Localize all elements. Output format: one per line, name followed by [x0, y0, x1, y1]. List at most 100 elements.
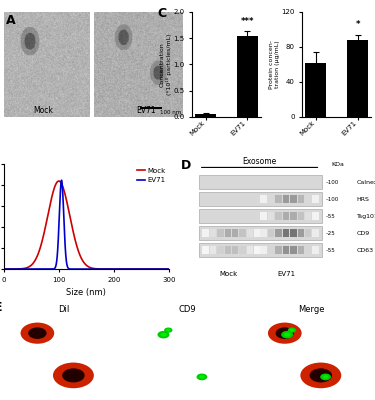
Bar [239, 246, 246, 254]
Bar [225, 246, 231, 254]
Circle shape [288, 328, 296, 333]
Circle shape [31, 329, 44, 337]
Bar [247, 246, 253, 254]
Circle shape [300, 362, 341, 388]
Circle shape [312, 370, 330, 381]
EV71 [130, 267, 135, 272]
Text: DiI: DiI [58, 305, 69, 314]
Bar [283, 195, 289, 203]
Bar [312, 212, 319, 220]
Bar [275, 229, 282, 237]
Circle shape [314, 371, 328, 380]
Circle shape [196, 374, 207, 380]
Circle shape [21, 322, 54, 344]
Bar [254, 246, 261, 254]
Bar [225, 229, 231, 237]
Bar [239, 229, 246, 237]
Bar [199, 243, 322, 257]
Circle shape [280, 330, 290, 336]
Bar [290, 195, 297, 203]
Bar [297, 212, 304, 220]
EV71 [74, 267, 79, 272]
Text: –55: –55 [326, 248, 336, 252]
Bar [268, 212, 274, 220]
Line: EV71: EV71 [4, 180, 169, 269]
Circle shape [323, 375, 328, 379]
Bar [261, 229, 267, 237]
Bar [268, 246, 274, 254]
Bar [268, 229, 274, 237]
Bar [283, 212, 289, 220]
Circle shape [279, 329, 291, 337]
EV71 [18, 267, 23, 272]
Bar [297, 246, 304, 254]
Bar [290, 246, 297, 254]
Bar [217, 246, 223, 254]
Circle shape [274, 326, 296, 340]
Bar [199, 209, 322, 223]
Text: Merge: Merge [298, 305, 324, 314]
Bar [268, 195, 274, 203]
Text: EV71: EV71 [278, 271, 296, 277]
Circle shape [55, 364, 92, 387]
Circle shape [30, 328, 45, 338]
Text: Mock: Mock [33, 106, 53, 115]
Circle shape [270, 324, 300, 343]
Bar [297, 229, 304, 237]
Text: –100: –100 [326, 197, 339, 202]
Circle shape [268, 322, 302, 344]
Text: 200 nm: 200 nm [321, 325, 342, 330]
Text: CD9: CD9 [178, 305, 196, 314]
Circle shape [27, 326, 48, 340]
EV71 [144, 267, 149, 272]
Bar [261, 212, 267, 220]
Bar [312, 246, 319, 254]
Bar [305, 212, 311, 220]
Circle shape [158, 331, 170, 338]
Bar [254, 229, 261, 237]
Text: HRS: HRS [357, 197, 370, 202]
Circle shape [25, 326, 50, 341]
Text: Tsg101: Tsg101 [357, 214, 375, 219]
EV71 [134, 267, 138, 272]
Bar [261, 195, 267, 203]
Circle shape [310, 368, 332, 382]
Bar [210, 229, 216, 237]
Bar [297, 195, 304, 203]
Bar [312, 229, 319, 237]
Circle shape [276, 327, 294, 339]
Text: D: D [181, 159, 191, 172]
Circle shape [36, 332, 39, 334]
Mock [68, 218, 73, 222]
Bar [309, 321, 354, 323]
Bar [217, 229, 223, 237]
Bar [261, 246, 267, 254]
Circle shape [60, 367, 86, 384]
Circle shape [273, 326, 297, 341]
Circle shape [53, 362, 94, 388]
Circle shape [66, 371, 81, 380]
Text: –100: –100 [326, 180, 339, 185]
Circle shape [22, 324, 53, 343]
Circle shape [160, 333, 166, 336]
Circle shape [21, 322, 54, 344]
Circle shape [315, 372, 326, 379]
EV71 [59, 178, 64, 183]
Circle shape [317, 373, 324, 378]
Bar [140, 107, 162, 110]
Text: CD9: CD9 [357, 231, 370, 236]
Circle shape [290, 329, 294, 332]
Legend: Mock, EV71: Mock, EV71 [137, 168, 165, 183]
Bar [290, 212, 297, 220]
Circle shape [68, 372, 79, 379]
Bar [195, 114, 216, 117]
Bar [290, 229, 297, 237]
Circle shape [57, 365, 90, 386]
Line: Mock: Mock [4, 181, 169, 269]
Mock [134, 267, 138, 272]
Text: *: * [356, 20, 360, 30]
Text: KDa: KDa [331, 162, 344, 168]
Text: EV71: EV71 [136, 106, 156, 115]
Circle shape [306, 366, 336, 385]
Circle shape [164, 328, 172, 333]
